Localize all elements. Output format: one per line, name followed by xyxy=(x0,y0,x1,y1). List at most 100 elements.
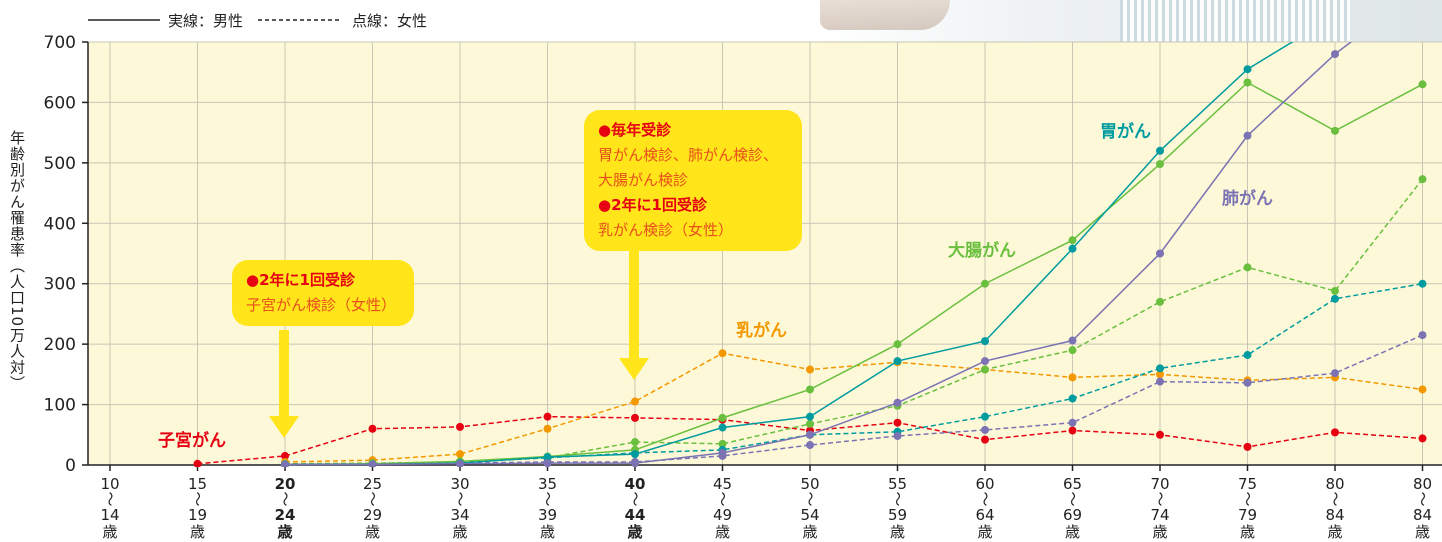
x-tick-label-end: 24 xyxy=(275,506,296,524)
x-tick-label-start: 80 xyxy=(1413,475,1432,493)
x-tick-label-unit: 歳 xyxy=(890,523,905,541)
x-tick-label-unit: 歳 xyxy=(102,523,117,541)
data-point-lung_male xyxy=(631,459,639,467)
x-tick-label-tilde: ～ xyxy=(1414,491,1432,506)
callout-line: ●2年に1回受診 xyxy=(598,196,707,214)
data-point-uterus_female xyxy=(281,451,289,460)
data-point-uterus_female xyxy=(1068,426,1077,435)
data-point-lung_male xyxy=(806,430,814,439)
data-point-stomach_male xyxy=(806,412,814,421)
x-tick-label-tilde: ～ xyxy=(539,491,557,506)
data-point-stomach_male xyxy=(981,337,989,346)
legend: 実線：男性 点線：女性 xyxy=(88,12,427,30)
data-point-lung_male xyxy=(718,448,727,457)
legend-solid-label: 実線：男性 xyxy=(168,12,243,30)
x-tick-label-end: 54 xyxy=(800,506,819,524)
data-point-lung_female xyxy=(1331,369,1339,378)
series-line-colon_female xyxy=(284,178,1424,465)
x-tick-label-tilde: ～ xyxy=(451,491,469,506)
x-tick-label-tilde: ～ xyxy=(626,491,644,506)
callout-line: 胃がん検診、肺がん検診、 xyxy=(598,146,779,164)
x-tick-label-start: 30 xyxy=(450,475,469,493)
series-label: 胃がん xyxy=(1100,121,1151,142)
x-tick-label-end: 39 xyxy=(538,506,557,524)
data-point-colon_female xyxy=(806,419,814,428)
data-point-lung_male xyxy=(543,459,552,467)
y-tick-label: 300 xyxy=(44,275,76,295)
data-point-stomach_female xyxy=(1418,279,1427,288)
data-point-stomach_male xyxy=(1419,9,1427,17)
callout-arrows xyxy=(269,240,649,438)
x-tick-label-end: 34 xyxy=(450,506,469,524)
data-point-stomach_male xyxy=(1156,146,1164,155)
data-point-colon_female xyxy=(1068,346,1077,355)
callout-line: 大腸がん検診 xyxy=(598,171,689,189)
data-point-colon_male xyxy=(1243,78,1252,87)
plot-background xyxy=(88,42,1442,465)
x-tick-labels: 10～14歳15～19歳20～24歳25～29歳30～34歳35～39歳40～4… xyxy=(100,475,1432,541)
data-point-colon_male xyxy=(893,340,902,349)
data-point-lung_male xyxy=(1068,336,1077,345)
x-tick-label-tilde: ～ xyxy=(976,491,994,506)
x-tick-label-end: 84 xyxy=(1325,506,1344,524)
data-point-uterus_female xyxy=(368,424,377,433)
y-tick-labels: 0 100 200 300 400 500 600 700 xyxy=(44,33,76,476)
data-point-breast_female xyxy=(1418,385,1427,394)
series-line-lung_male xyxy=(285,42,1353,466)
data-point-colon_male xyxy=(806,385,814,394)
data-point-lung_male xyxy=(368,460,377,467)
data-point-lung_male xyxy=(281,460,289,467)
callout-line: 子宮がん検診（女性） xyxy=(246,296,397,314)
data-point-lung_female xyxy=(1068,418,1077,427)
photo-arm xyxy=(820,0,950,30)
data-point-uterus_female xyxy=(193,459,202,467)
x-tick-label-end: 69 xyxy=(1063,506,1082,524)
series-line-lung_female xyxy=(284,334,1423,466)
x-tick-label-end: 14 xyxy=(100,506,119,524)
x-tick-label-start: 80 xyxy=(1325,475,1344,493)
data-point-lung_female xyxy=(806,441,814,450)
data-point-stomach_male xyxy=(893,357,902,366)
data-point-stomach_female xyxy=(1068,394,1077,403)
data-point-colon_female xyxy=(1156,297,1164,306)
data-point-breast_female xyxy=(543,424,552,433)
series-line-stomach_female xyxy=(284,282,1423,466)
x-tick-label-tilde: ～ xyxy=(1239,491,1257,506)
x-tick-label-tilde: ～ xyxy=(101,491,119,506)
y-tick-label: 100 xyxy=(44,396,76,416)
data-point-colon_female xyxy=(1331,286,1339,295)
data-point-stomach_female xyxy=(1156,364,1164,373)
x-tick-label-start: 50 xyxy=(800,475,819,493)
header-photo xyxy=(820,0,1442,42)
data-point-lung_female xyxy=(1243,378,1252,387)
data-point-uterus_female xyxy=(981,435,989,444)
x-tick-label-tilde: ～ xyxy=(1151,491,1169,506)
data-point-uterus_female xyxy=(543,412,552,421)
x-tick-label-end: 74 xyxy=(1150,506,1169,524)
grid-lines xyxy=(88,41,1442,465)
photo-shirt xyxy=(1120,0,1350,42)
data-point-colon_female xyxy=(718,439,727,448)
data-point-lung_female xyxy=(1156,377,1164,386)
x-tick-label-start: 20 xyxy=(275,475,296,493)
x-tick-label-unit: 歳 xyxy=(977,523,992,541)
callout-line: ●2年に1回受診 xyxy=(246,271,355,289)
data-point-lung_male xyxy=(893,398,902,407)
data-point-stomach_male xyxy=(718,423,727,432)
callout-line: ●毎年受診 xyxy=(598,121,672,139)
x-tick-label-end: 79 xyxy=(1238,506,1257,524)
data-point-colon_female xyxy=(981,365,989,374)
data-point-stomach_female xyxy=(1243,351,1252,360)
x-tick-label-tilde: ～ xyxy=(714,491,732,506)
data-point-lung_male xyxy=(1156,249,1164,258)
callout-uterus-screening: ●2年に1回受診子宮がん検診（女性） xyxy=(232,260,414,326)
data-point-stomach_male xyxy=(543,453,552,462)
x-tick-label-start: 60 xyxy=(975,475,994,493)
legend-dashed-label: 点線：女性 xyxy=(352,12,427,30)
y-tick-label: 600 xyxy=(44,93,76,113)
callout-annual-screening: ●毎年受診 胃がん検診、肺がん検診、 大腸がん検診 ●2年に1回受診 乳がん検診（女性） xyxy=(584,110,802,251)
x-tick-label-unit: 歳 xyxy=(802,523,817,541)
x-tick-label-start: 75 xyxy=(1238,475,1257,493)
